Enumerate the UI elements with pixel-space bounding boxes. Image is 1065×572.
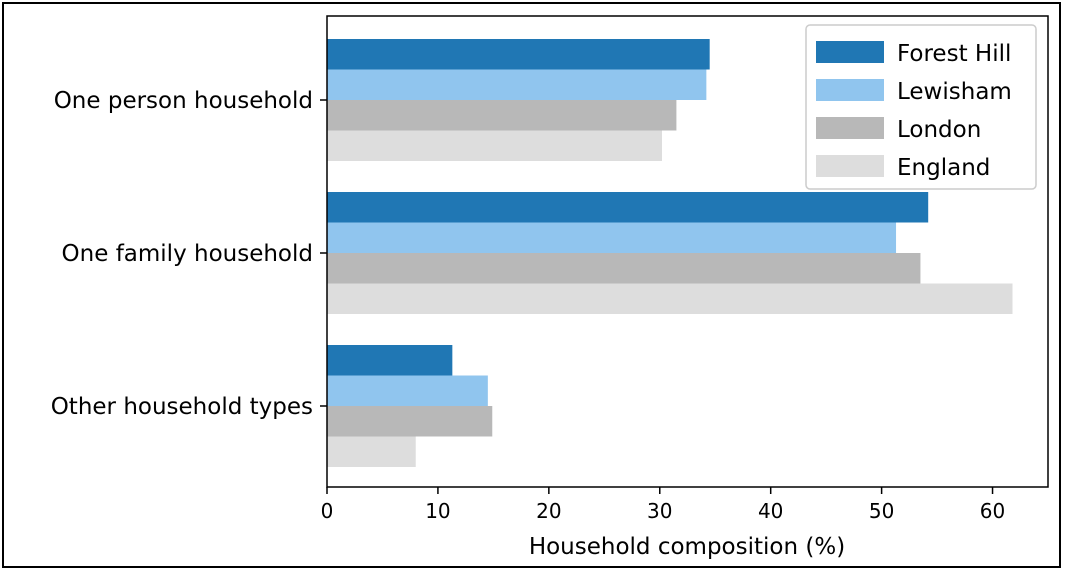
- bar-england-0: [327, 130, 662, 161]
- legend-swatch: [816, 155, 884, 177]
- legend-label: Forest Hill: [897, 41, 1011, 67]
- x-tick-label: 10: [425, 499, 450, 523]
- x-tick-label: 60: [980, 499, 1005, 523]
- bar-london-2: [327, 406, 493, 437]
- y-tick-label: One person household: [54, 88, 313, 114]
- bar-lewisham-1: [327, 222, 897, 253]
- x-tick-label: 50: [869, 499, 894, 523]
- x-tick-label: 30: [647, 499, 672, 523]
- x-axis: 0 10 20 30 40 50 60: [321, 487, 1005, 523]
- legend-box: [805, 24, 1037, 190]
- legend-swatch: [816, 79, 884, 101]
- bar-forest-hill-0: [327, 39, 710, 70]
- y-tick-label: One family household: [62, 241, 313, 267]
- legend-label: Lewisham: [897, 79, 1012, 105]
- legend-items: Forest Hill Lewisham London England: [816, 41, 1012, 181]
- legend-label: London: [897, 117, 981, 143]
- x-tick-label: 40: [758, 499, 783, 523]
- y-axis: One person household One family household…: [51, 88, 327, 420]
- bar-england-2: [327, 436, 416, 467]
- legend-label: England: [897, 155, 990, 181]
- legend-swatch: [816, 117, 884, 139]
- x-tick-label: 20: [536, 499, 561, 523]
- bar-london-0: [327, 100, 677, 131]
- bar-forest-hill-1: [327, 192, 929, 223]
- bar-lewisham-2: [327, 375, 488, 406]
- bar-london-1: [327, 253, 921, 284]
- bar-forest-hill-2: [327, 345, 453, 376]
- bar-england-1: [327, 283, 1013, 314]
- plot-area-frame: [326, 15, 1049, 488]
- x-axis-label: Household composition (%): [529, 534, 845, 560]
- y-tick-label: Other household types: [51, 394, 313, 420]
- bar-lewisham-0: [327, 69, 707, 100]
- bars-group: [327, 39, 1013, 467]
- legend: Forest Hill Lewisham London England: [805, 24, 1037, 190]
- legend-swatch: [816, 41, 884, 63]
- x-tick-label: 0: [321, 499, 334, 523]
